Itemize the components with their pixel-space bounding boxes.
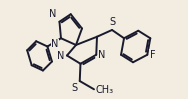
Text: N: N (51, 39, 59, 49)
Text: F: F (150, 50, 155, 60)
Text: S: S (71, 83, 77, 93)
Text: N: N (98, 50, 105, 60)
Text: N: N (57, 50, 65, 60)
Text: N: N (49, 10, 57, 20)
Text: CH₃: CH₃ (96, 85, 114, 95)
Text: S: S (109, 17, 115, 27)
